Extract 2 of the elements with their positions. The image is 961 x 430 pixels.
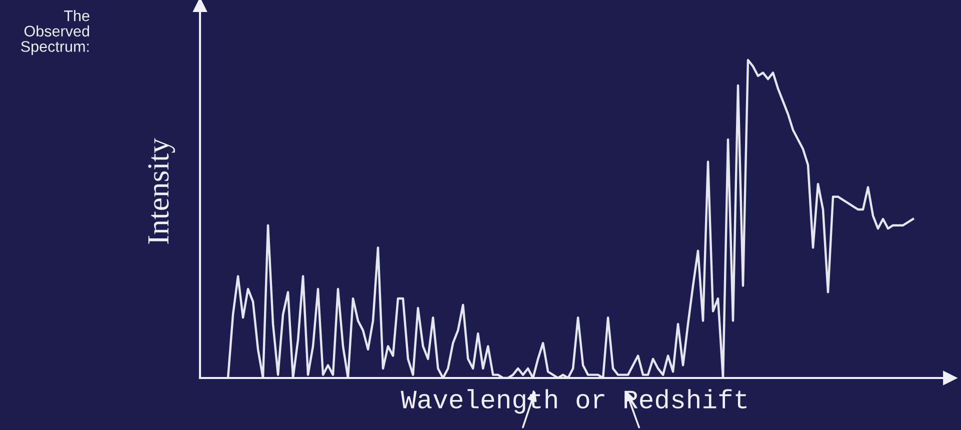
text: The Observed Spectrum: [21,10,90,55]
y-axis-title: Intensity [148,138,175,244]
